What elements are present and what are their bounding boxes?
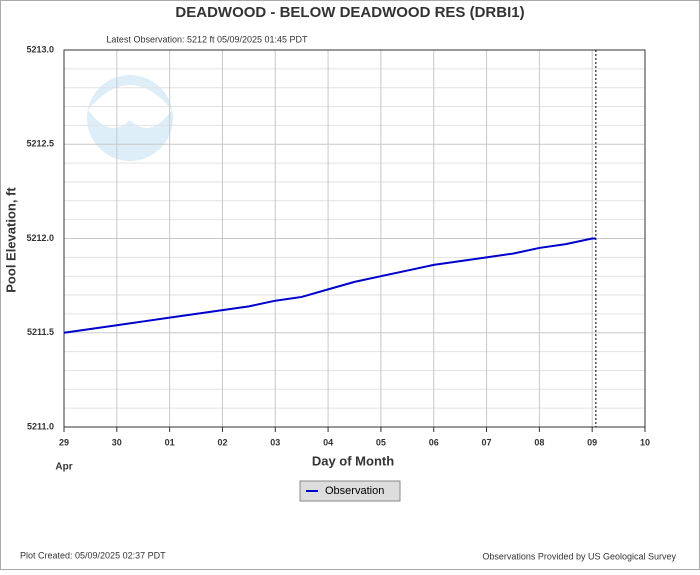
- y-axis-label: Pool Elevation, ft: [3, 187, 18, 293]
- x-tick-label: 06: [429, 437, 439, 447]
- logo-circle: [87, 75, 173, 161]
- y-tick-label: 5212.5: [26, 139, 54, 149]
- series-line: [63, 237, 596, 334]
- chart-title: DEADWOOD - BELOW DEADWOOD RES (DRBI1): [175, 4, 524, 21]
- plot-border: [63, 49, 646, 428]
- x-tick-label: 04: [323, 437, 333, 447]
- y-tick-label: 5213.0: [26, 44, 54, 54]
- x-tick-label: 02: [217, 437, 227, 447]
- x-tick-label: 08: [534, 437, 544, 447]
- month-label: Apr: [55, 462, 72, 473]
- legend: [299, 480, 401, 502]
- x-tick-label: 10: [640, 437, 650, 447]
- y-tick-label: 5212.0: [26, 233, 54, 243]
- legend-label: Observation: [325, 485, 384, 497]
- x-tick-label: 03: [270, 437, 280, 447]
- x-tick-label: 01: [165, 437, 175, 447]
- footer-left: Plot Created: 05/09/2025 02:37 PDT: [20, 550, 166, 560]
- x-tick-label: 07: [482, 437, 492, 447]
- footer-right: Observations Provided by US Geological S…: [482, 551, 676, 561]
- x-axis-label: Day of Month: [312, 453, 394, 468]
- x-tick-label: 29: [59, 437, 69, 447]
- x-tick-label: 30: [112, 437, 122, 447]
- logo-text: NOAA: [111, 89, 150, 104]
- y-tick-label: 5211.0: [27, 421, 54, 431]
- subtitle: Latest Observation: 5212 ft 05/09/2025 0…: [106, 34, 308, 44]
- x-tick-label: 05: [376, 437, 386, 447]
- y-tick-label: 5211.5: [27, 327, 54, 337]
- x-tick-label: 09: [587, 437, 597, 447]
